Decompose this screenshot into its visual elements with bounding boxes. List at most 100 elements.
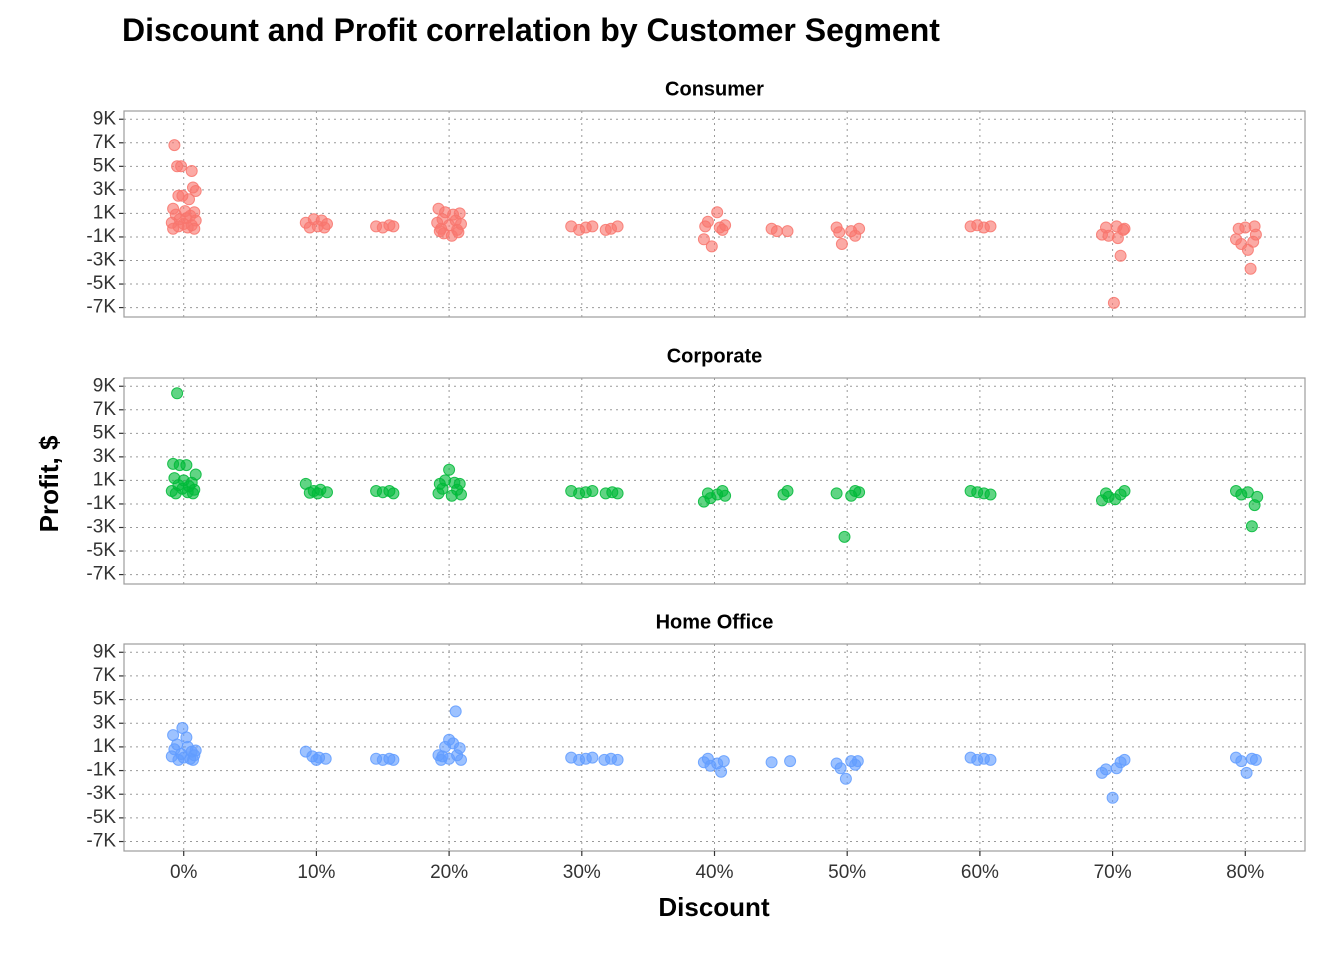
data-point [770, 225, 783, 238]
data-point [185, 165, 198, 177]
data-point [1100, 763, 1112, 776]
data-point [984, 753, 997, 766]
x-tick-label: 70% [1094, 862, 1132, 883]
data-point [443, 463, 456, 476]
y-tick-label: 1K [93, 736, 117, 757]
y-tick-label: -3K [86, 517, 116, 538]
facet-label: Corporate [667, 345, 763, 367]
data-point [835, 238, 848, 250]
data-point [169, 487, 182, 500]
data-point [435, 753, 448, 766]
data-point [853, 222, 866, 235]
chart-title: Discount and Profit correlation by Custo… [122, 12, 940, 48]
data-point [1235, 755, 1248, 768]
data-point [1114, 249, 1127, 262]
y-tick-label: -5K [86, 273, 116, 294]
y-tick-label: 1K [93, 202, 117, 223]
data-point [452, 226, 465, 239]
y-tick-label: -5K [86, 540, 116, 561]
x-tick-label: 60% [961, 862, 999, 883]
data-point [387, 220, 400, 233]
y-tick-label: -1K [86, 760, 116, 781]
data-point [1240, 766, 1253, 779]
data-point [183, 193, 195, 206]
data-point [303, 221, 316, 234]
x-tick-label: 20% [430, 862, 468, 883]
data-point [449, 705, 462, 718]
data-point [586, 220, 599, 233]
points-group [165, 705, 1262, 804]
x-tick-label: 0% [170, 862, 198, 883]
data-point [175, 160, 188, 173]
data-point [781, 225, 794, 238]
data-point [851, 755, 864, 768]
y-tick-label: -3K [86, 250, 116, 271]
data-point [705, 240, 718, 253]
data-point [189, 185, 202, 197]
data-point [611, 220, 624, 233]
data-point [984, 488, 997, 501]
facet-label: Consumer [665, 78, 764, 100]
data-point [310, 753, 323, 766]
panel-border [123, 377, 1306, 585]
data-point [1118, 222, 1131, 235]
y-tick-label: -3K [86, 783, 116, 804]
y-tick-label: -1K [86, 226, 116, 247]
data-point [984, 220, 997, 233]
data-point [838, 530, 851, 543]
data-point [455, 488, 467, 501]
data-point [719, 489, 732, 502]
data-point [719, 219, 732, 232]
data-point [188, 222, 201, 235]
data-point [1251, 490, 1264, 503]
x-tick-label: 40% [695, 862, 733, 883]
data-point [168, 139, 181, 152]
y-tick-label: 7K [93, 132, 117, 153]
data-point [699, 220, 712, 233]
data-point [1245, 520, 1258, 533]
data-point [387, 487, 400, 500]
y-tick-label: 5K [93, 689, 117, 710]
facet-label: Home Office [656, 611, 774, 633]
data-point [180, 459, 193, 472]
data-point [765, 756, 778, 769]
points-group [165, 139, 1262, 309]
data-point [1248, 220, 1261, 233]
data-point [784, 755, 797, 768]
data-point [586, 485, 599, 497]
y-tick-label: 7K [93, 399, 117, 420]
y-tick-label: 9K [93, 108, 117, 129]
data-point [701, 752, 714, 765]
y-tick-label: 9K [93, 641, 117, 662]
data-point [701, 487, 714, 500]
data-point [711, 206, 724, 219]
y-axis-title: Profit, $ [34, 435, 64, 532]
chart-root: Consumer9K7K5K3K1K-1K-3K-5K-7KCorporate9… [86, 78, 1306, 883]
data-point [586, 751, 599, 764]
y-tick-label: -1K [86, 493, 116, 514]
data-point [1100, 487, 1112, 500]
data-point [167, 222, 180, 235]
y-tick-label: 3K [93, 446, 117, 467]
panel-border [123, 110, 1306, 318]
x-tick-label: 50% [828, 862, 866, 883]
x-tick-label: 80% [1226, 862, 1264, 883]
y-tick-label: 3K [93, 179, 117, 200]
data-point [717, 755, 730, 768]
data-point [839, 772, 852, 785]
y-tick-label: 3K [93, 712, 117, 733]
y-tick-label: -7K [86, 564, 116, 585]
data-point [834, 762, 847, 775]
data-point [1249, 753, 1262, 766]
y-tick-label: 5K [93, 422, 117, 443]
data-point [303, 486, 316, 499]
x-tick-label: 30% [563, 862, 601, 883]
data-point [611, 753, 624, 766]
y-tick-label: 9K [93, 375, 117, 396]
data-point [611, 487, 624, 500]
y-tick-label: -7K [86, 297, 116, 318]
